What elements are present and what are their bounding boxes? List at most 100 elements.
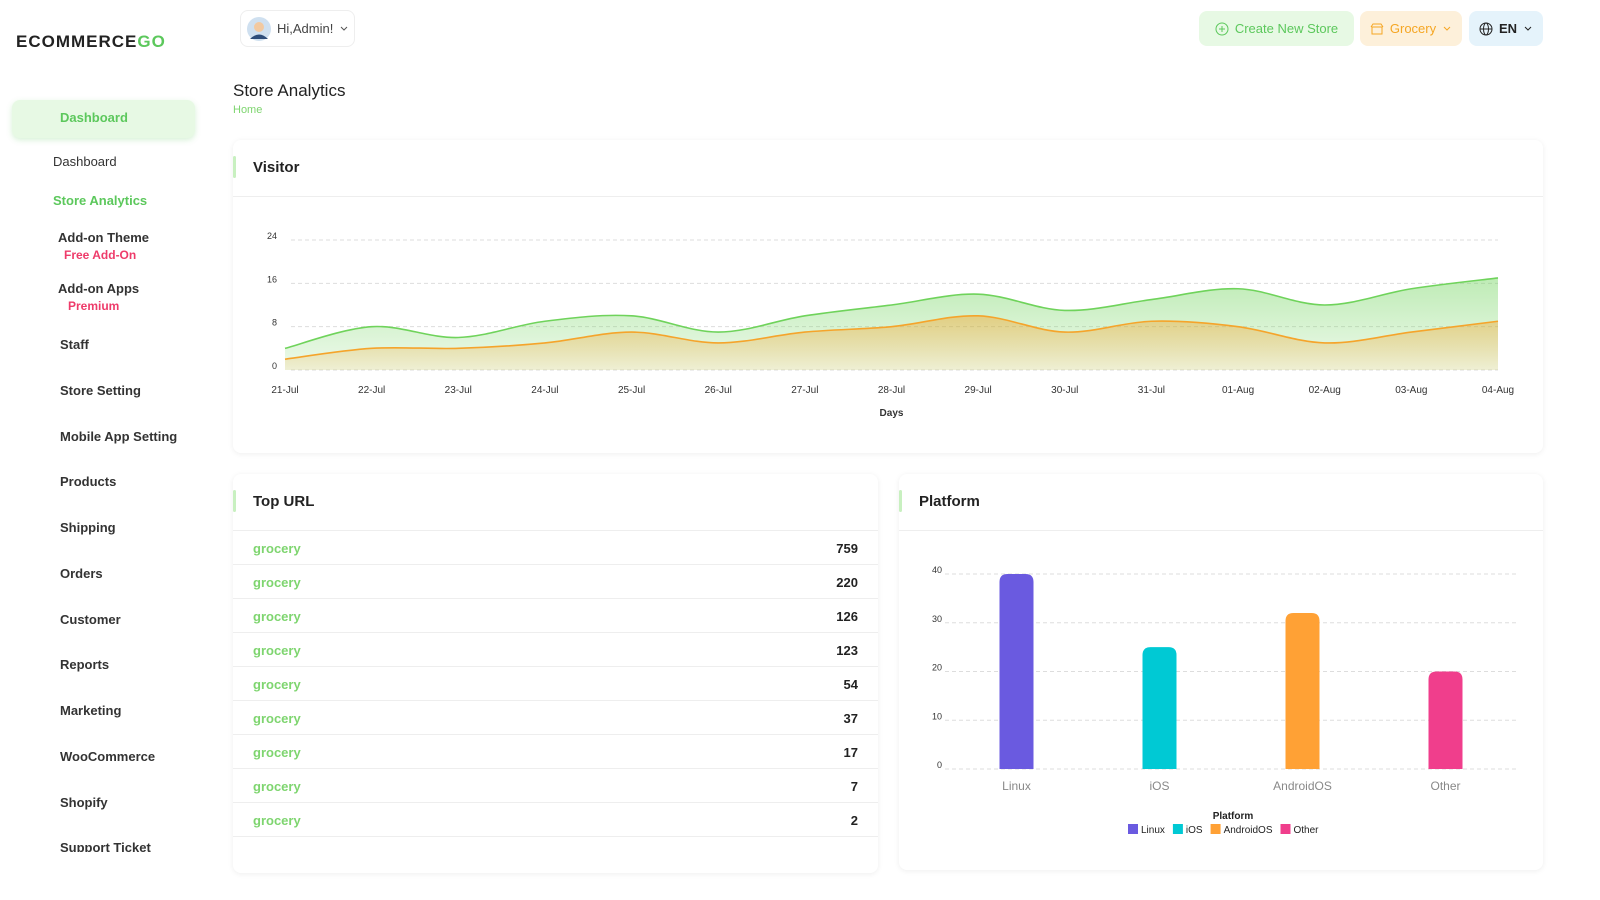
nav-item[interactable]: Reports: [60, 657, 110, 672]
logo-accent: GO: [137, 32, 166, 51]
url-count: 123: [836, 643, 858, 658]
url-count: 54: [843, 677, 858, 692]
language-select[interactable]: EN: [1469, 11, 1543, 46]
x-tick-label: 24-Jul: [531, 385, 558, 396]
nav-item[interactable]: Add-on Apps: [58, 281, 140, 296]
nav-chevron: [175, 527, 185, 537]
row-divider: [233, 666, 878, 667]
user-menu[interactable]: Hi,Admin!: [240, 10, 355, 47]
url-link[interactable]: grocery: [253, 643, 301, 658]
url-link[interactable]: grocery: [253, 677, 301, 692]
nav-item[interactable]: WooCommerce: [60, 749, 156, 764]
create-store-button[interactable]: Create New Store: [1199, 11, 1354, 46]
store-icon: [1370, 23, 1384, 34]
card-accent: [233, 156, 236, 178]
icon-rect: [1371, 26, 1383, 34]
row-divider: [233, 734, 878, 735]
icon-plus: [1218, 25, 1225, 32]
sidebar: ECOMMERCEGO Dashboard Dashboard Store Anal…: [0, 0, 210, 852]
row-divider: [233, 632, 878, 633]
avatar-body: [250, 34, 268, 39]
url-link[interactable]: grocery: [253, 541, 301, 556]
url-link[interactable]: grocery: [253, 575, 301, 590]
store-select[interactable]: Grocery: [1360, 11, 1462, 46]
x-tick-label: Linux: [1002, 779, 1031, 793]
nav-icon: [25, 658, 39, 672]
nav-active-bg: [12, 100, 195, 138]
nav-sub-item[interactable]: Store Analytics: [53, 193, 148, 208]
card-divider: [233, 530, 878, 531]
create-store-label: Create New Store: [1234, 21, 1339, 36]
row-divider: [233, 564, 878, 565]
row-divider: [233, 700, 878, 701]
url-link[interactable]: grocery: [253, 609, 301, 624]
platform-chart: 0 10 20 30 40 Linux iOS AndroidOS Other Platform L…: [932, 565, 1517, 836]
platform-card: Platform 0 10 20 30 40 Linux iOS AndroidOS Other…: [899, 474, 1543, 870]
nav-chevron: [175, 802, 185, 812]
nav-icon: [25, 338, 39, 352]
nav-chevron: [175, 481, 185, 491]
nav-icon: [25, 521, 39, 535]
x-tick-label: 25-Jul: [618, 385, 645, 396]
nav-chevron: [175, 756, 185, 766]
url-count: 220: [836, 575, 858, 590]
plus-icon: [1215, 22, 1229, 35]
nav-item[interactable]: Products: [60, 474, 117, 489]
url-count: 759: [836, 541, 858, 556]
nav-item[interactable]: Customer: [60, 612, 121, 627]
avatar: [247, 16, 271, 41]
nav-chevron: [175, 664, 185, 674]
y-tick-label: 24: [267, 231, 277, 241]
nav-icon: [25, 430, 39, 444]
nav-item[interactable]: Shopify: [60, 795, 108, 810]
nav-badge: Premium: [68, 299, 120, 313]
nav-badge: Free Add-On: [64, 248, 137, 262]
legend-label: Other: [1294, 825, 1320, 836]
y-tick-label: 40: [932, 565, 942, 575]
row-divider: [233, 802, 878, 803]
url-link[interactable]: grocery: [253, 813, 301, 828]
bar: [1285, 613, 1320, 769]
x-tick-label: 22-Jul: [358, 385, 385, 396]
nav-item[interactable]: Staff: [60, 337, 89, 352]
nav-item[interactable]: Marketing: [60, 703, 122, 718]
visitor-card: Visitor 0 8 16 24 21-Jul 22-Jul 23-Jul 24-Jul 25…: [233, 140, 1543, 453]
nav-icon: [25, 282, 39, 296]
line: [284, 315, 1499, 360]
bullet-svg: [31, 196, 41, 206]
nav-icon: [25, 796, 39, 810]
url-link[interactable]: grocery: [253, 711, 301, 726]
bar: [1428, 671, 1463, 769]
nav-item[interactable]: Add-on Theme: [58, 230, 149, 245]
chevron: [1443, 26, 1451, 31]
icon-roof: [1370, 23, 1384, 27]
greeting: Hi,Admin!: [277, 21, 334, 36]
bullet-svg: [31, 157, 41, 167]
x-tick-label: 21-Jul: [271, 385, 298, 396]
url-count: 17: [843, 745, 858, 760]
nav-sub-item[interactable]: Dashboard: [53, 154, 117, 169]
x-tick-label: 02-Aug: [1309, 385, 1341, 396]
url-link[interactable]: grocery: [253, 745, 301, 760]
x-tick-label: AndroidOS: [1273, 779, 1332, 793]
x-tick-label: 04-Aug: [1482, 385, 1514, 396]
nav-item[interactable]: Orders: [60, 566, 103, 581]
nav-item[interactable]: Mobile App Setting: [60, 429, 178, 444]
logo-main: ECOMMERCE: [16, 32, 138, 51]
url-count: 7: [850, 779, 858, 794]
nav-item[interactable]: Shipping: [60, 520, 116, 535]
icon-circle: [1215, 22, 1229, 35]
breadcrumb[interactable]: Home: [233, 104, 263, 116]
x-tick-label: 27-Jul: [791, 385, 818, 396]
nav-item[interactable]: Dashboard: [60, 110, 128, 125]
card-accent: [899, 490, 902, 512]
legend-label: Linux: [1141, 825, 1165, 836]
nav-item[interactable]: Store Setting: [60, 383, 141, 398]
row-divider: [233, 768, 878, 769]
nav-chevron: [175, 344, 185, 354]
nav-item[interactable]: Support Ticket: [60, 840, 151, 852]
y-tick-label: 30: [932, 614, 942, 624]
url-link[interactable]: grocery: [253, 779, 301, 794]
nav-icon: [25, 231, 39, 245]
